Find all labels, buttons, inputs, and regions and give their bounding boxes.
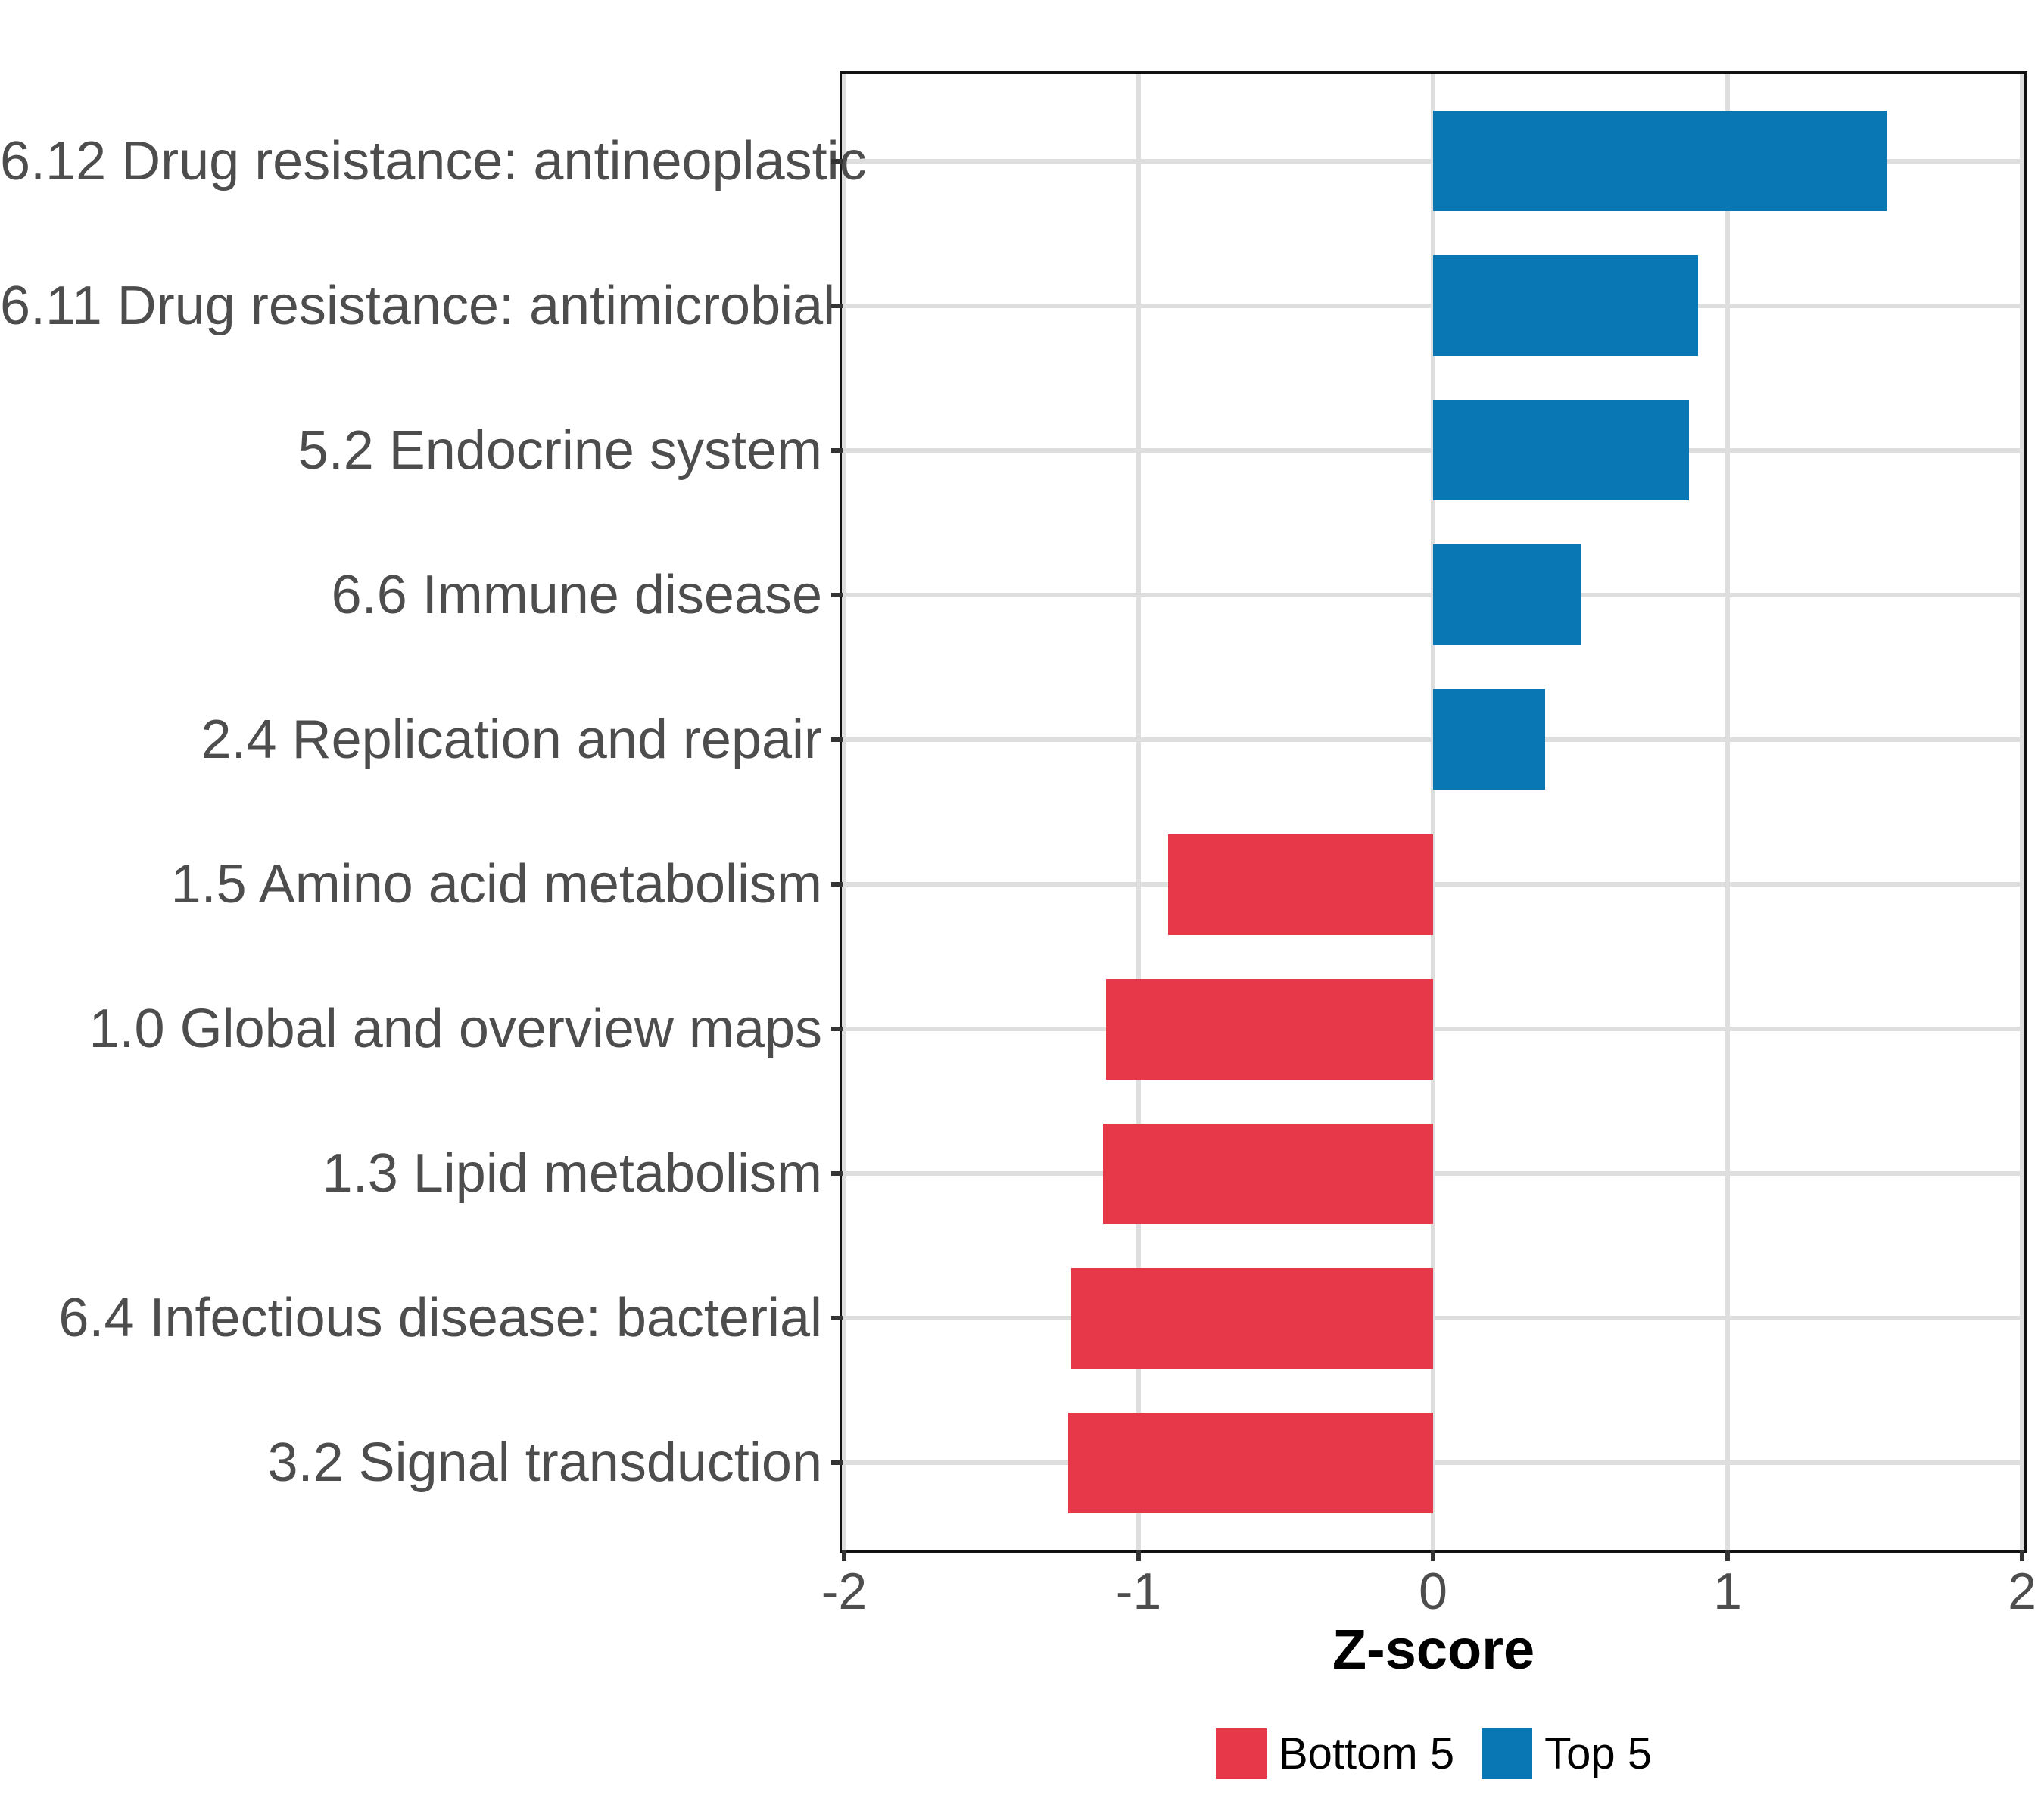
x-gridline [842, 74, 846, 1550]
bar [1106, 978, 1433, 1080]
x-axis-tick-label: 0 [1419, 1563, 1447, 1620]
y-axis-label: 6.4 Infectious disease: bacterial [58, 1288, 822, 1349]
x-axis-tick [1136, 1550, 1141, 1561]
y-axis-label: 6.12 Drug resistance: antineoplastic [0, 130, 867, 192]
y-gridline [843, 1316, 2024, 1321]
bar [1067, 1412, 1433, 1513]
legend-label-bottom5: Bottom 5 [1279, 1728, 1455, 1778]
x-gridline [2020, 74, 2024, 1550]
x-gridline [1431, 74, 1435, 1550]
y-axis-tick [831, 1027, 843, 1032]
bar [1433, 400, 1690, 501]
bar [1433, 111, 1887, 212]
x-axis-tick [2020, 1550, 2024, 1561]
y-gridline [843, 882, 2024, 887]
x-axis-tick-label: -1 [1115, 1563, 1162, 1620]
y-gridline [843, 1027, 2024, 1032]
x-gridline [1136, 74, 1141, 1550]
y-axis-label: 5.2 Endocrine system [298, 419, 822, 481]
x-gridline [1725, 74, 1730, 1550]
x-axis-tick-label: 2 [2008, 1563, 2036, 1620]
legend-swatch-top5 [1482, 1728, 1533, 1779]
y-axis-tick [831, 592, 843, 597]
y-axis-tick [831, 1460, 843, 1466]
x-axis-tick [1725, 1550, 1730, 1561]
bar [1070, 1267, 1433, 1369]
bar [1103, 1123, 1433, 1224]
legend-label-top5: Top 5 [1544, 1728, 1653, 1778]
bar [1433, 544, 1581, 646]
x-axis-tick [842, 1550, 846, 1561]
y-axis-tick [831, 158, 843, 164]
y-axis-tick [831, 1171, 843, 1177]
y-axis-tick [831, 447, 843, 453]
bar [1433, 255, 1699, 357]
y-axis-label: 1.0 Global and overview maps [89, 999, 822, 1060]
y-axis-tick [831, 1316, 843, 1321]
y-axis-label: 1.5 Amino acid metabolism [170, 854, 822, 915]
x-axis-title: Z-score [1332, 1618, 1535, 1681]
y-axis-label: 1.3 Lipid metabolism [322, 1143, 822, 1205]
bar [1167, 834, 1433, 935]
legend-swatch-bottom5 [1216, 1728, 1267, 1779]
bar [1433, 689, 1545, 790]
legend: Bottom 5 Top 5 [1216, 1728, 1652, 1779]
y-axis-label: 6.11 Drug resistance: antimicrobial [0, 275, 836, 336]
y-axis-label: 3.2 Signal transduction [267, 1432, 822, 1494]
y-axis-label: 2.4 Replication and repair [201, 709, 822, 770]
legend-item-bottom5: Bottom 5 [1216, 1728, 1454, 1779]
y-axis-label: 6.6 Immune disease [331, 564, 822, 625]
y-axis-tick [831, 737, 843, 742]
y-axis-tick [831, 882, 843, 887]
y-gridline [843, 1171, 2024, 1177]
x-axis-tick [1431, 1550, 1435, 1561]
legend-item-top5: Top 5 [1482, 1728, 1652, 1779]
x-axis-tick-label: 1 [1713, 1563, 1742, 1620]
y-axis-tick [831, 303, 843, 308]
y-gridline [843, 1460, 2024, 1466]
plot-panel [840, 71, 2027, 1553]
x-axis-tick-label: -2 [821, 1563, 868, 1620]
